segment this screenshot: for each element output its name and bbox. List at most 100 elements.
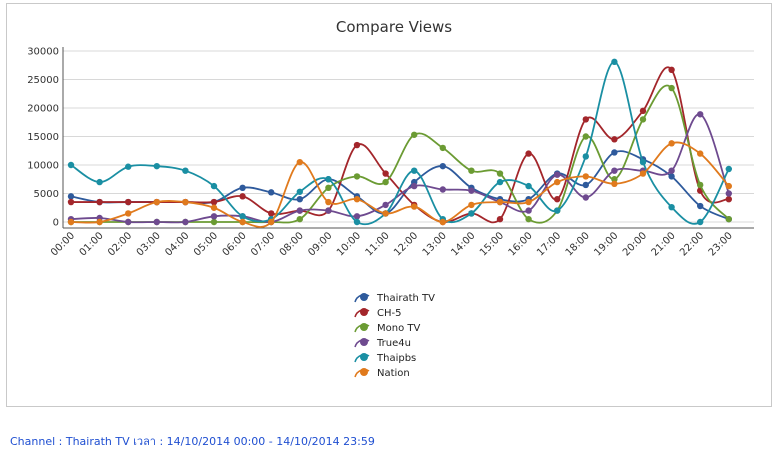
data-point (697, 111, 704, 118)
x-tick-label: 18:00 (564, 230, 592, 258)
data-point (182, 167, 189, 174)
data-point (325, 176, 332, 183)
data-point (611, 167, 618, 174)
data-point (67, 198, 75, 206)
x-tick-label: 19:00 (592, 230, 620, 258)
x-tick-label: 16:00 (507, 230, 535, 258)
y-tick-label: 15000 (27, 132, 59, 143)
data-point (268, 189, 275, 196)
data-point (582, 181, 589, 189)
legend-swatch-marker (360, 293, 368, 301)
data-point (239, 213, 246, 220)
data-point (153, 162, 160, 170)
x-tick-label: 07:00 (249, 230, 277, 258)
data-point (496, 178, 504, 186)
series-nation (67, 140, 732, 228)
data-point (96, 178, 103, 186)
data-point (411, 131, 418, 138)
x-tick-label: 08:00 (278, 230, 306, 258)
x-tick-label: 22:00 (678, 230, 706, 258)
legend-label: Mono TV (377, 323, 420, 334)
data-point (582, 153, 589, 160)
data-point (611, 180, 618, 188)
data-point (353, 173, 361, 180)
data-point (382, 178, 389, 186)
legend: Thairath TV CH-5 Mono TV True4u Thaipbs Natio… (354, 293, 435, 379)
data-point (268, 218, 275, 226)
legend-label: True4u (376, 338, 411, 349)
data-point (582, 194, 589, 201)
data-point (496, 198, 504, 206)
data-point (668, 203, 675, 211)
data-point (439, 162, 446, 170)
data-point (554, 171, 561, 178)
line-chart: Compare Views 0 5000 10000 15000 20000 25000 3… (27, 18, 754, 379)
x-tick-label: 00:00 (49, 230, 77, 258)
data-point (668, 167, 675, 174)
data-point (468, 167, 475, 174)
x-tick-label: 17:00 (535, 230, 563, 258)
chart-frame: Compare Views 0 5000 10000 15000 20000 25000 3… (6, 3, 772, 407)
y-tick-label: 25000 (27, 75, 59, 86)
series-thairath-tv (67, 149, 732, 223)
footer-caption: Channel : Thairath TV เวลา : 14/10/2014 … (10, 435, 375, 448)
data-point (182, 218, 189, 226)
data-point (611, 136, 618, 143)
data-point (210, 204, 218, 211)
legend-swatch-marker (360, 308, 368, 316)
data-point (697, 202, 704, 210)
data-point (611, 176, 618, 183)
data-point (725, 215, 732, 223)
data-point (125, 198, 132, 206)
data-point (296, 188, 303, 195)
legend-item-true4u: True4u (354, 338, 411, 349)
data-point (468, 210, 475, 217)
x-tick-label: 14:00 (449, 230, 477, 258)
y-tick-label: 20000 (27, 104, 59, 115)
data-point (125, 210, 132, 217)
data-point (697, 218, 704, 226)
data-point (468, 187, 475, 194)
data-point (554, 207, 561, 214)
x-tick-label: 21:00 (650, 230, 678, 258)
y-tick-label: 30000 (27, 47, 59, 58)
data-point (210, 182, 218, 190)
data-point (125, 163, 132, 170)
data-point (411, 167, 418, 174)
legend-swatch-marker (360, 368, 368, 376)
legend-label: Thairath TV (376, 293, 435, 304)
data-point (496, 215, 504, 223)
data-point (153, 218, 160, 226)
data-point (382, 170, 389, 177)
data-point (668, 173, 675, 180)
data-point (239, 218, 246, 226)
data-point (611, 58, 618, 66)
data-point (582, 133, 589, 140)
x-tick-label: 04:00 (163, 230, 191, 258)
data-point (268, 210, 275, 217)
data-point (582, 173, 589, 180)
data-point (668, 66, 675, 74)
data-point (668, 84, 675, 92)
data-point (239, 193, 246, 200)
chart-title: Compare Views (336, 18, 452, 36)
data-point (554, 178, 561, 186)
data-point (125, 218, 132, 226)
data-point (96, 218, 103, 226)
data-point (67, 193, 75, 200)
data-point (239, 184, 246, 191)
data-point (382, 201, 389, 209)
data-point (525, 150, 532, 157)
legend-swatch-marker (360, 338, 368, 346)
data-point (353, 218, 361, 226)
data-point (210, 213, 218, 220)
grid-layer (63, 50, 754, 223)
data-point (725, 196, 732, 203)
data-point (639, 116, 647, 123)
x-tick-label: 15:00 (478, 230, 506, 258)
legend-item-mono-tv: Mono TV (354, 323, 420, 334)
data-point (697, 150, 704, 157)
series-layer (67, 58, 732, 228)
data-point (296, 207, 303, 214)
y-tick-label: 5000 (34, 189, 59, 200)
